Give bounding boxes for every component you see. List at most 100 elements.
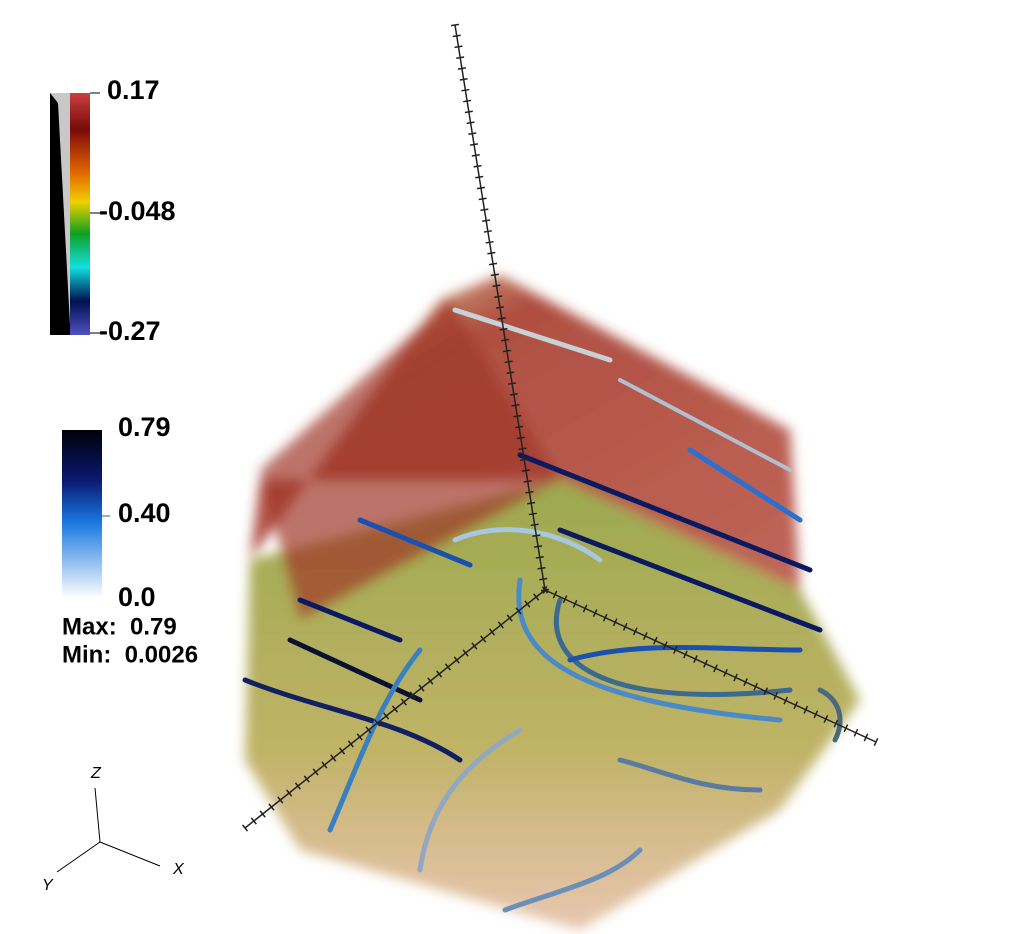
axis-tick [469,143,479,146]
axis-tick [833,719,839,728]
axis-tick [504,360,513,364]
axis-tick [530,523,539,527]
axis-tick [483,230,492,233]
axis-tick [312,768,319,776]
axis-tick [523,479,532,483]
axis-tick [250,817,257,825]
axis-tick [463,99,472,103]
axis-tick [533,593,540,601]
axis-tick [534,545,543,548]
axis-tick [592,609,598,617]
axis-tick [452,34,461,38]
axis-tick [562,595,568,604]
axis-tick [497,316,506,320]
axis-tick [450,23,460,27]
axis-tick [773,691,779,700]
axis-tick [518,447,527,451]
axis-tick [473,164,482,168]
axis-tick [444,663,452,671]
axis-tick [509,393,518,396]
axis-tick [552,590,558,599]
axis-tick [511,403,520,407]
colorbar-label: -0.27 [99,316,161,346]
axis-tick [303,775,310,783]
axis-tick [464,110,473,114]
axis-tick [528,512,537,516]
axis-tick [873,738,879,746]
axis-tick [356,733,363,741]
axis-tick [277,796,284,804]
axis-tick [259,810,266,818]
axis-tick [286,789,293,797]
axis-tick [487,251,496,255]
triad-label: X [172,861,185,878]
axis-tick [374,719,381,727]
axis-tick [478,197,487,201]
axis-tick [241,824,249,832]
axes-triad [56,787,161,873]
axis-tick [632,627,638,636]
axis-tick [475,175,484,179]
axis-tick [488,628,496,636]
axis-tick [683,650,688,659]
axis-tick [612,618,618,627]
axis-tick [723,668,728,677]
axis-tick [516,436,525,440]
axis-tick [482,219,491,222]
colorbar-magnitude: 0.79 0.40 0.0 Max: 0.79 Min: 0.0026 [62,412,198,668]
axis-tick [365,726,372,734]
axis-tick [466,121,475,125]
axis-tick [693,655,698,664]
axis-tick [476,186,486,190]
stat-min: Min: 0.0026 [62,641,198,668]
axis-tick [535,556,544,559]
axis-tick [462,649,469,657]
axis-tick [457,67,466,70]
axis-tick [513,414,522,418]
axis-tick [409,691,416,699]
axis-tick [506,371,515,375]
axis-tick [347,740,354,748]
axis-tick [490,273,499,277]
axis-tick [652,636,658,645]
axis-tick [753,682,758,691]
axis-tick [532,534,541,538]
axis-tick [622,622,628,631]
axis-tick [480,635,487,643]
axis-tick [383,712,390,720]
axis-tick [793,701,799,710]
colorbar-label: 0.40 [118,498,171,528]
axis-tick [642,632,648,641]
axis-tick [456,56,465,59]
axis-tick [501,338,510,342]
axis-tick [506,614,513,622]
axis-tick [823,715,829,723]
axis-tick [521,469,531,472]
axis-tick [497,621,504,629]
axis-tick [803,705,809,714]
axis-tick [525,490,534,494]
axis-tick [480,208,489,212]
axis-tick [602,613,608,622]
axis-tick [537,566,546,570]
axis-tick [527,501,536,505]
axis-tick [400,698,407,706]
axis-tick [494,295,503,299]
axis-tick [492,284,501,288]
axis-tick [843,724,849,733]
axis-tick [436,670,443,678]
axis-tick [663,641,668,650]
axis-tick [489,262,498,266]
colorbar-label: 0.79 [118,412,171,442]
axis-tick [427,677,434,685]
axis-tick [294,782,302,790]
axis-tick [502,349,511,353]
axis-tick [783,696,789,705]
axis-tick [321,761,328,769]
axis-tick [673,645,678,654]
axis-tick [268,803,275,811]
axis-tick [863,733,869,742]
volume [245,275,860,930]
axis-tick [338,747,346,755]
colorbar-scalar: 0.17 -0.048 -0.27 [50,75,176,346]
